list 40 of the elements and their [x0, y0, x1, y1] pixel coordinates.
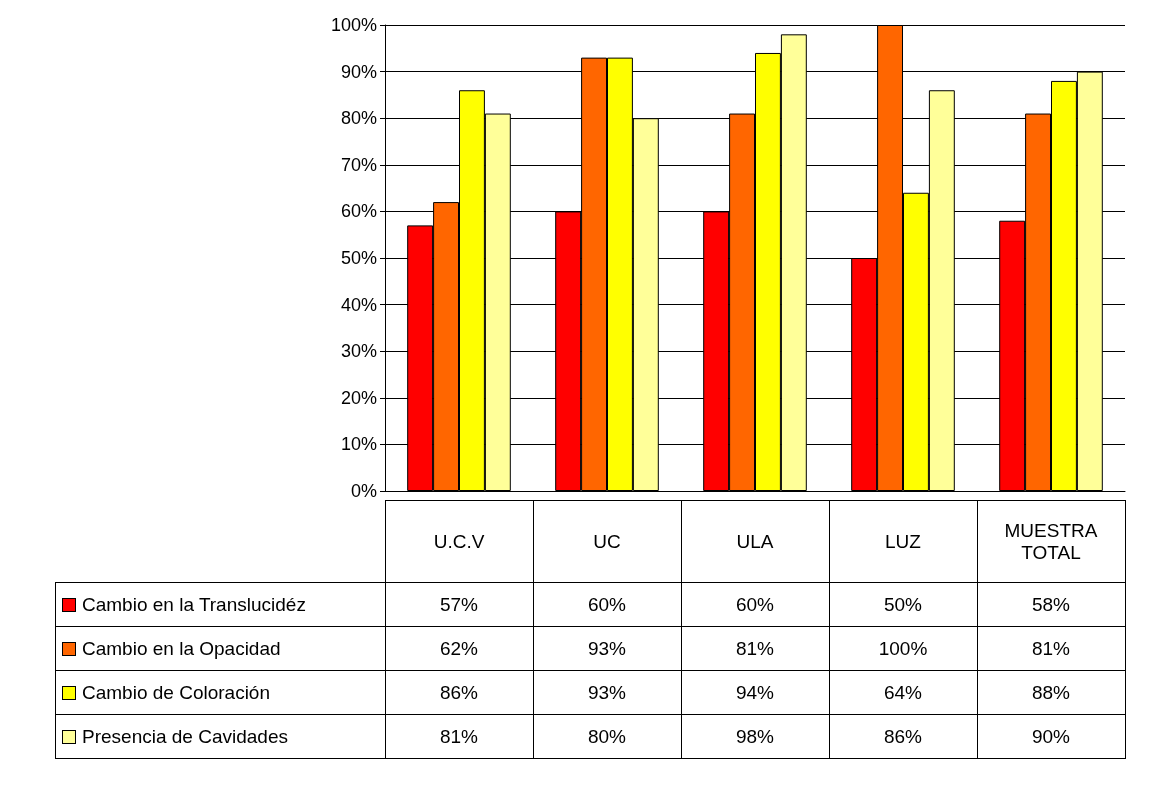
legend-label: Cambio de Coloración	[55, 670, 385, 715]
x-tick-label: MUESTRA TOTAL	[977, 500, 1125, 583]
data-label: 88%	[977, 670, 1125, 715]
legend-label: Presencia de Cavidades	[55, 714, 385, 759]
y-tick-label: 80%	[340, 108, 377, 129]
x-tick-label: UC	[533, 500, 681, 583]
y-tick-label: 40%	[340, 294, 377, 315]
legend-label: Cambio en la Opacidad	[55, 626, 385, 671]
y-tick-label: 60%	[340, 201, 377, 222]
data-label: 50%	[829, 582, 977, 627]
data-label: 80%	[533, 714, 681, 759]
y-tick-label: 70%	[340, 154, 377, 175]
data-label: 64%	[829, 670, 977, 715]
data-label: 60%	[533, 582, 681, 627]
data-label: 86%	[829, 714, 977, 759]
y-tick-label: 10%	[340, 434, 377, 455]
y-tick-label: 90%	[340, 61, 377, 82]
data-label: 86%	[385, 670, 533, 715]
data-label: 60%	[681, 582, 829, 627]
y-tick-label: 50%	[340, 248, 377, 268]
x-tick-label: ULA	[681, 500, 829, 583]
y-tick-label: 30%	[340, 341, 377, 362]
y-tick-label: 0%	[350, 481, 377, 501]
x-tick-label: U.C.V	[385, 500, 533, 583]
data-label: 98%	[681, 714, 829, 759]
data-label: 100%	[829, 626, 977, 671]
data-label: 81%	[977, 626, 1125, 671]
x-tick-label: LUZ	[829, 500, 977, 583]
data-label: 81%	[681, 626, 829, 671]
data-label: 93%	[533, 626, 681, 671]
data-label: 90%	[977, 714, 1125, 759]
data-label: 93%	[533, 670, 681, 715]
data-label: 57%	[385, 582, 533, 627]
data-label: 62%	[385, 626, 533, 671]
data-label: 94%	[681, 670, 829, 715]
y-tick-label: 100%	[330, 15, 377, 35]
legend-label: Cambio en la Translucidéz	[55, 582, 385, 627]
y-tick-label: 20%	[340, 387, 377, 408]
data-label: 58%	[977, 582, 1125, 627]
data-label: 81%	[385, 714, 533, 759]
